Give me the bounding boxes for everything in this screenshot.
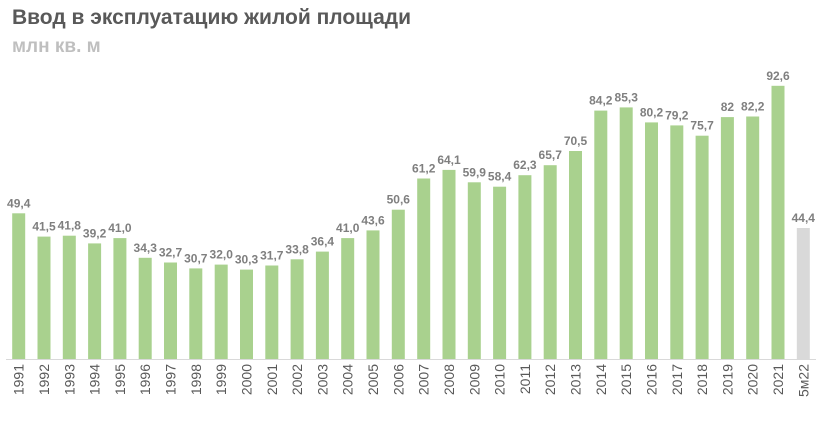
bar-1992 bbox=[37, 236, 51, 359]
x-tick-label-2018: 2018 bbox=[694, 364, 710, 395]
data-label-1995: 41,0 bbox=[108, 221, 132, 235]
bar-2014 bbox=[594, 110, 608, 359]
bar-2005 bbox=[366, 230, 380, 359]
data-label-2000: 30,3 bbox=[235, 253, 259, 267]
data-label-2013: 70,5 bbox=[564, 134, 588, 148]
bar-2002 bbox=[290, 259, 304, 359]
bar-2017 bbox=[670, 125, 684, 360]
bar-2016 bbox=[645, 122, 658, 360]
x-tick-label-1998: 1998 bbox=[188, 364, 204, 395]
data-label-2020: 82,2 bbox=[741, 100, 765, 114]
x-tick-label-2006: 2006 bbox=[390, 364, 406, 395]
data-label-2002: 33,8 bbox=[285, 242, 309, 256]
data-label-2012: 65,7 bbox=[539, 148, 563, 162]
x-tick-label-2000: 2000 bbox=[239, 364, 255, 395]
x-tick-label-1994: 1994 bbox=[87, 364, 103, 395]
bar-1997 bbox=[164, 262, 177, 359]
bar-1991 bbox=[12, 213, 26, 359]
x-tick-label-1992: 1992 bbox=[36, 364, 52, 395]
bar-2015 bbox=[619, 107, 633, 360]
x-tick-label-2004: 2004 bbox=[340, 364, 356, 395]
data-label-2008: 64,1 bbox=[437, 153, 461, 167]
x-tick-label-2011: 2011 bbox=[517, 364, 533, 394]
bar-2009 bbox=[467, 182, 481, 359]
bar-2003 bbox=[315, 251, 329, 359]
x-tick-label-2007: 2007 bbox=[416, 364, 432, 395]
bar-1998 bbox=[189, 268, 203, 359]
data-label-2011: 62,3 bbox=[513, 158, 537, 172]
bar-1995 bbox=[113, 238, 127, 360]
data-label-2010: 58,4 bbox=[488, 170, 512, 184]
x-tick-label-2001: 2001 bbox=[264, 364, 280, 395]
data-label-2007: 61,2 bbox=[412, 162, 436, 176]
bar-2010 bbox=[493, 186, 507, 359]
x-tick-label-1999: 1999 bbox=[213, 364, 229, 395]
x-tick-label-2017: 2017 bbox=[669, 364, 685, 395]
x-tick-label-1995: 1995 bbox=[112, 364, 128, 395]
bar-2018 bbox=[695, 135, 709, 359]
x-tick-label-5м22: 5м22 bbox=[795, 364, 811, 397]
data-label-2001: 31,7 bbox=[260, 249, 284, 263]
x-tick-label-1996: 1996 bbox=[137, 364, 153, 395]
x-tick-label-2013: 2013 bbox=[568, 364, 584, 395]
x-tick-label-1997: 1997 bbox=[163, 364, 179, 395]
data-label-2021: 92,6 bbox=[766, 69, 790, 83]
bar-2020 bbox=[746, 116, 760, 359]
bar-2000 bbox=[240, 269, 253, 359]
bar-1996 bbox=[138, 257, 152, 359]
bar-2019 bbox=[720, 117, 734, 359]
bar-2012 bbox=[543, 165, 557, 359]
data-label-2016: 80,2 bbox=[640, 105, 664, 119]
bar-1994 bbox=[88, 243, 102, 359]
bar-2011 bbox=[518, 175, 532, 359]
bar-1993 bbox=[62, 235, 76, 359]
data-label-2006: 50,6 bbox=[387, 193, 411, 207]
chart-subtitle: млн кв. м bbox=[12, 36, 101, 57]
x-tick-label-2003: 2003 bbox=[314, 364, 330, 395]
data-label-2009: 59,9 bbox=[463, 165, 487, 179]
bar-2007 bbox=[417, 178, 431, 359]
data-label-1998: 30,7 bbox=[184, 251, 208, 265]
data-label-2004: 41,0 bbox=[336, 221, 360, 235]
x-tick-label-2015: 2015 bbox=[618, 364, 634, 395]
data-label-2015: 85,3 bbox=[615, 90, 639, 104]
data-label-1996: 34,3 bbox=[134, 241, 158, 255]
bar-2004 bbox=[341, 238, 355, 360]
data-label-1997: 32,7 bbox=[159, 246, 183, 260]
x-tick-label-2010: 2010 bbox=[492, 364, 508, 395]
x-tick-label-1991: 1991 bbox=[11, 364, 27, 395]
x-tick-label-2019: 2019 bbox=[719, 364, 735, 395]
x-tick-label-2005: 2005 bbox=[365, 364, 381, 395]
bar-2001 bbox=[265, 265, 279, 359]
chart-title: Ввод в эксплуатацию жилой площади bbox=[12, 6, 412, 29]
data-label-2019: 82 bbox=[721, 100, 735, 114]
data-label-2018: 75,7 bbox=[690, 119, 714, 133]
data-label-2017: 79,2 bbox=[665, 108, 689, 122]
x-tick-label-2014: 2014 bbox=[593, 364, 609, 395]
x-tick-label-2012: 2012 bbox=[542, 364, 558, 395]
bar-2008 bbox=[442, 169, 456, 359]
x-tick-label-2008: 2008 bbox=[441, 364, 457, 395]
x-tick-label-2009: 2009 bbox=[466, 364, 482, 395]
x-tick-label-2016: 2016 bbox=[644, 364, 660, 395]
data-label-2014: 84,2 bbox=[589, 94, 613, 108]
data-label-5м22: 44,4 bbox=[792, 211, 816, 225]
bar-2006 bbox=[391, 209, 405, 359]
data-label-1993: 41,8 bbox=[58, 219, 82, 233]
x-tick-label-2021: 2021 bbox=[770, 364, 786, 395]
data-label-1991: 49,4 bbox=[7, 196, 31, 210]
x-tick-label-1993: 1993 bbox=[61, 364, 77, 395]
bar-1999 bbox=[214, 264, 228, 359]
data-label-2003: 36,4 bbox=[311, 235, 335, 249]
x-tick-label-2002: 2002 bbox=[289, 364, 305, 395]
data-label-1999: 32,0 bbox=[210, 248, 234, 262]
bar-5м22 bbox=[796, 228, 810, 359]
bar-2013 bbox=[569, 151, 582, 359]
data-label-1994: 39,2 bbox=[83, 226, 107, 240]
bar-2021 bbox=[771, 85, 785, 360]
x-tick-label-2020: 2020 bbox=[745, 364, 761, 395]
data-label-1992: 41,5 bbox=[32, 220, 56, 234]
data-label-2005: 43,6 bbox=[361, 213, 385, 227]
